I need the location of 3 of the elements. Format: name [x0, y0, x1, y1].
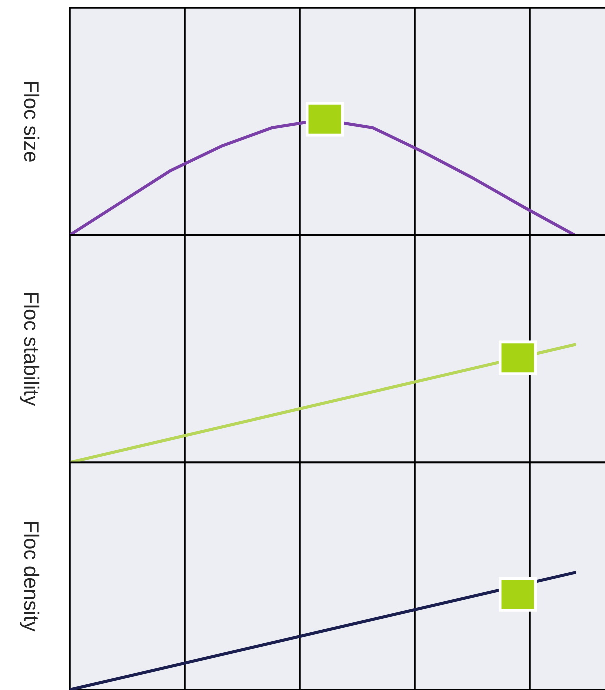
y-axis-title: Floc stability — [20, 293, 40, 406]
y-axis-title: Floc density — [20, 522, 40, 632]
y-axis-title: Floc size — [24, 82, 40, 162]
